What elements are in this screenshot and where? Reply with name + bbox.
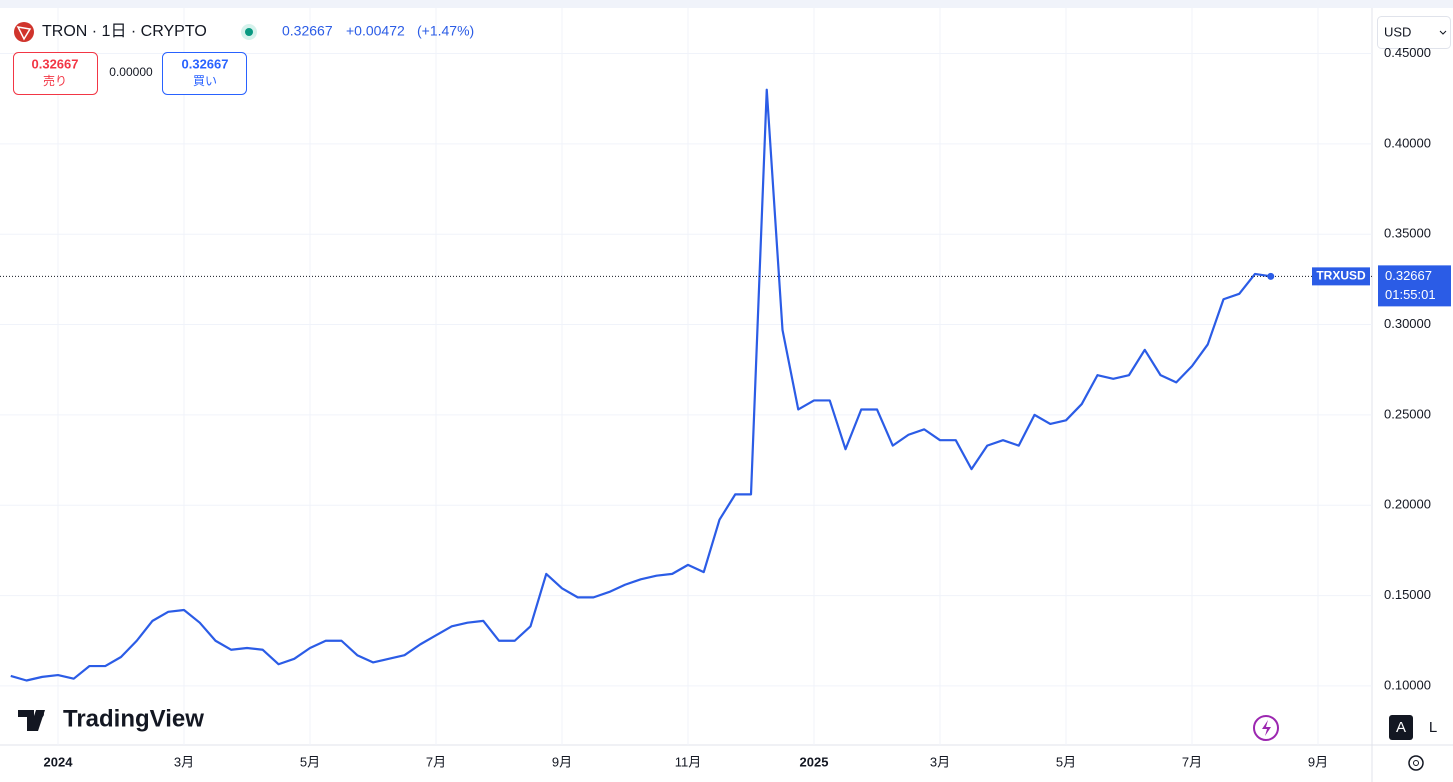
x-tick-label: 7月 (1182, 754, 1202, 769)
last-price: 0.32667 (282, 23, 333, 39)
y-tick-label: 0.40000 (1384, 135, 1431, 150)
currency-label: USD (1384, 24, 1411, 39)
x-tick-label: 11月 (675, 754, 702, 769)
series-tag-bg (1312, 267, 1370, 286)
x-tick-label: 3月 (174, 754, 194, 769)
symbol-icon-glyph (16, 26, 32, 41)
auto-scale-button[interactable] (1389, 715, 1413, 740)
status-dot (245, 28, 253, 36)
y-tick-label: 0.25000 (1384, 406, 1431, 421)
series-tag: TRXUSD (1316, 269, 1366, 283)
y-tick-label: 0.15000 (1384, 587, 1431, 602)
y-tick-label: 0.20000 (1384, 497, 1431, 512)
settings-icon (1413, 760, 1419, 766)
sell-price: 0.32667 (32, 56, 79, 71)
price-line (10, 88, 1271, 682)
y-tick-label: 0.35000 (1384, 226, 1431, 241)
price-change-pct: (+1.47%) (417, 23, 474, 39)
sell-label: 売り (43, 73, 67, 88)
y-tick-label: 0.10000 (1384, 677, 1431, 692)
price-change: +0.00472 (346, 23, 405, 39)
dropdown-arrow (1439, 30, 1447, 35)
x-tick-label: 9月 (1308, 754, 1328, 769)
log-scale-label[interactable]: L (1429, 719, 1437, 736)
settings-icon[interactable] (1408, 755, 1424, 771)
currency-select[interactable] (1377, 16, 1451, 49)
x-tick-label: 5月 (300, 754, 320, 769)
x-tick-label: 5月 (1056, 754, 1076, 769)
x-tick-label: 2024 (44, 754, 74, 769)
logo-text: TradingView (63, 705, 204, 732)
price-badge-countdown: 01:55:01 (1385, 287, 1436, 302)
x-tick-label: 9月 (552, 754, 572, 769)
buy-price: 0.32667 (182, 56, 229, 71)
x-tick-label: 2025 (800, 754, 829, 769)
x-tick-label: 3月 (930, 754, 950, 769)
last-price-dot (1267, 272, 1275, 280)
y-tick-label: 0.45000 (1384, 45, 1431, 60)
spread: 0.00000 (109, 65, 153, 79)
symbol-title[interactable]: TRON · 1日 · CRYPTO (42, 23, 207, 40)
top-bar (0, 0, 1453, 8)
price-badge-value: 0.32667 (1385, 268, 1432, 283)
x-tick-label: 7月 (426, 754, 446, 769)
price-badge (1378, 265, 1451, 307)
y-tick-label: 0.30000 (1384, 316, 1431, 331)
buy-button[interactable] (162, 52, 247, 95)
alert-glyph (1262, 720, 1271, 736)
auto-scale-label: A (1396, 719, 1406, 736)
buy-label: 買い (193, 74, 217, 88)
logo-icon (36, 710, 44, 718)
sell-button[interactable] (13, 52, 98, 95)
